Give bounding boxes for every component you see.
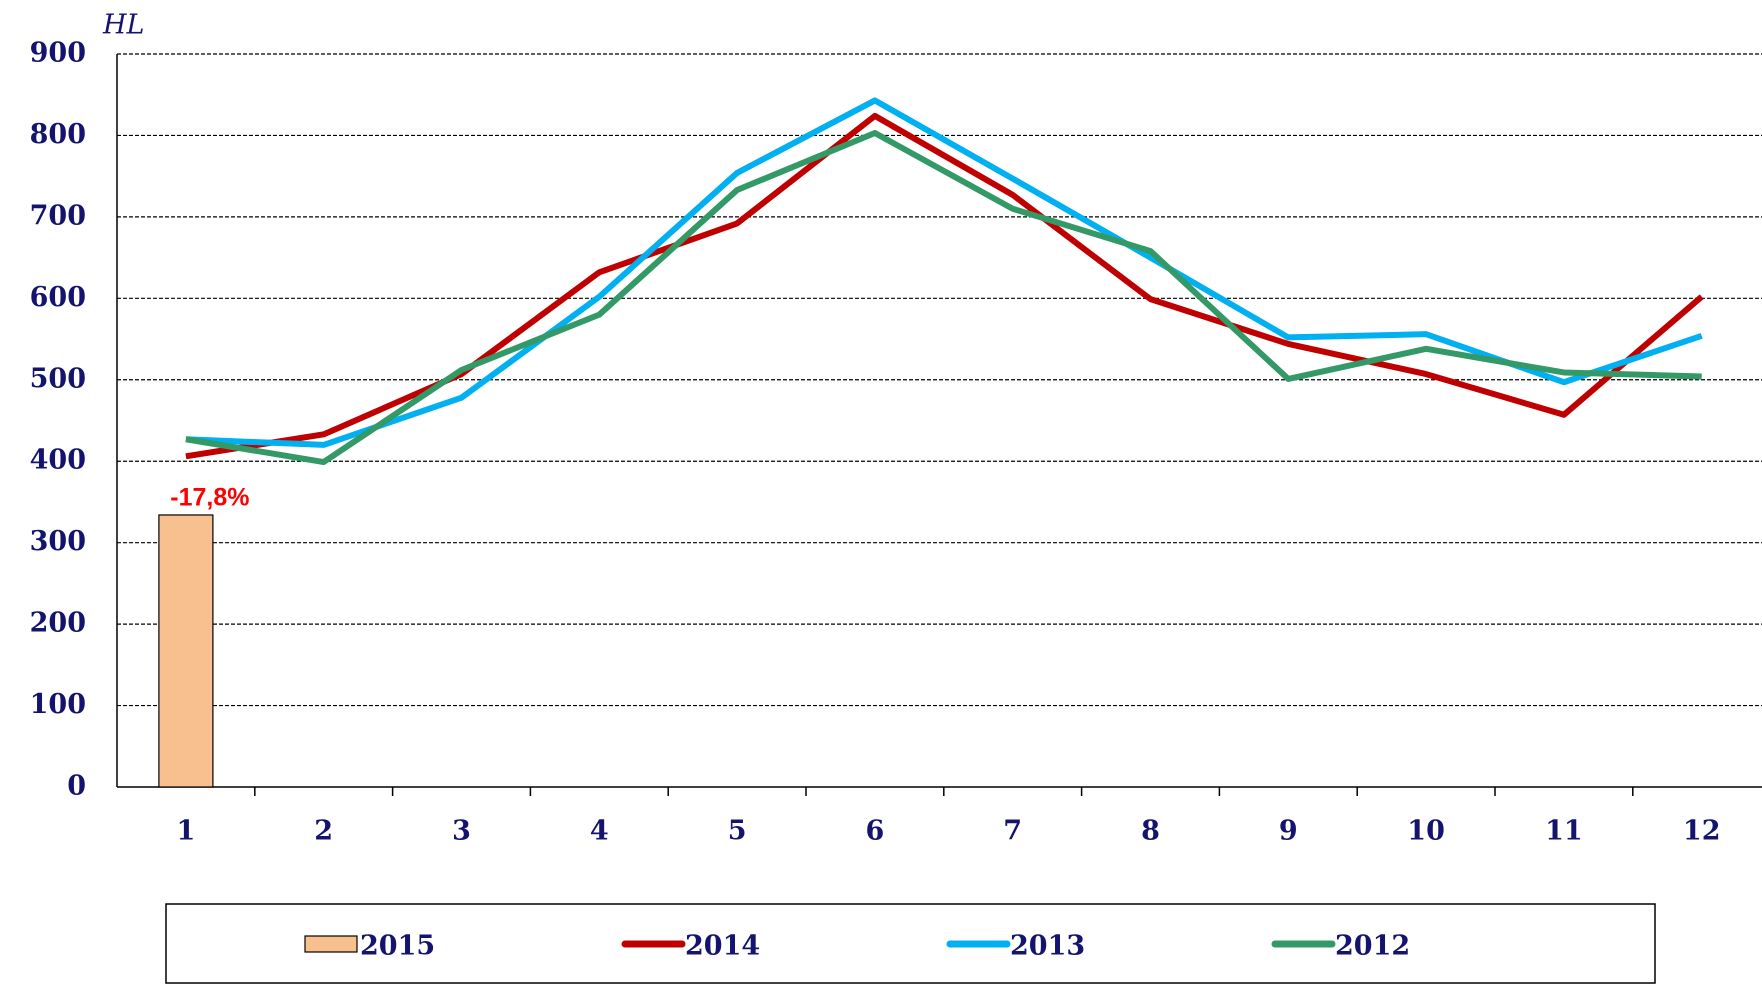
x-tick-label: 1 xyxy=(177,816,196,847)
legend-label: 2015 xyxy=(360,931,435,962)
y-tick-label: 500 xyxy=(30,363,86,394)
annotation: -17,8% xyxy=(170,484,249,512)
legend-label: 2014 xyxy=(685,931,760,962)
y-tick-label: 200 xyxy=(30,608,86,639)
y-axis-label: HL xyxy=(102,10,144,41)
y-tick-label: 800 xyxy=(30,119,86,150)
legend-label: 2012 xyxy=(1335,931,1410,962)
x-tick-label: 7 xyxy=(1003,816,1022,847)
x-tick-label: 8 xyxy=(1141,816,1160,847)
x-tick-label: 4 xyxy=(590,816,609,847)
y-tick-label: 400 xyxy=(30,445,86,476)
y-tick-label: 100 xyxy=(30,689,86,720)
legend-label: 2013 xyxy=(1010,931,1085,962)
bar xyxy=(158,514,214,788)
x-tick-label: 10 xyxy=(1407,816,1445,847)
line-series xyxy=(185,97,1703,448)
legend-swatch xyxy=(304,935,358,953)
x-tick-label: 6 xyxy=(866,816,885,847)
x-tick-label: 2 xyxy=(314,816,333,847)
x-tick-label: 9 xyxy=(1279,816,1298,847)
x-tick-label: 12 xyxy=(1683,816,1721,847)
y-tick-label: 900 xyxy=(30,38,86,69)
y-tick-label: 600 xyxy=(30,282,86,313)
x-tick-label: 3 xyxy=(452,816,471,847)
x-tick-label: 11 xyxy=(1545,816,1583,847)
y-tick-label: 0 xyxy=(67,771,86,802)
y-tick-label: 700 xyxy=(30,200,86,231)
y-tick-label: 300 xyxy=(30,526,86,557)
x-tick-label: 5 xyxy=(728,816,747,847)
legend-box xyxy=(165,903,1656,984)
line-series xyxy=(185,130,1702,466)
